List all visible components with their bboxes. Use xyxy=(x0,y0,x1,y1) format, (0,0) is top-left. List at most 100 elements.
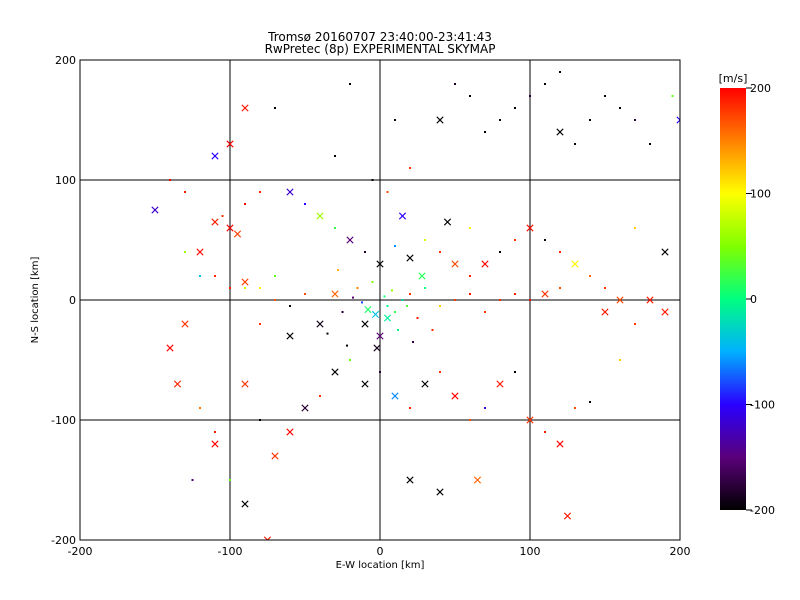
data-point-dot xyxy=(229,287,231,289)
colorbar-tick-label: -200 xyxy=(750,504,775,517)
data-point-dot xyxy=(214,431,216,433)
data-point-dot xyxy=(499,251,501,253)
data-point-x xyxy=(181,320,189,328)
data-point-x xyxy=(406,476,414,484)
data-point-x xyxy=(571,260,579,268)
data-point-x xyxy=(241,500,249,508)
data-point-x xyxy=(286,428,294,436)
data-point-x xyxy=(646,296,654,304)
data-point-x xyxy=(211,152,219,160)
data-point-dot xyxy=(604,287,606,289)
data-point-dot xyxy=(394,245,396,247)
data-point-dot xyxy=(383,295,386,298)
data-point-x xyxy=(301,404,309,412)
data-point-dot xyxy=(169,179,171,181)
data-point-dot xyxy=(394,119,396,121)
data-point-x xyxy=(556,128,564,136)
data-point-dot xyxy=(484,131,486,133)
x-tick-label: 200 xyxy=(670,545,691,558)
data-point-dot xyxy=(361,301,363,304)
data-point-dot xyxy=(484,407,486,409)
data-point-dot xyxy=(259,287,261,289)
data-point-dot xyxy=(191,479,194,481)
data-point-dot xyxy=(604,95,606,97)
data-point-dot xyxy=(274,107,276,109)
colorbar-label: [m/s] xyxy=(719,72,748,85)
data-points xyxy=(151,71,680,540)
data-point-x xyxy=(226,224,234,232)
data-point-dot xyxy=(649,143,651,145)
data-point-dot xyxy=(484,311,486,313)
data-point-x xyxy=(361,380,369,388)
data-point-x xyxy=(226,140,234,148)
data-point-x xyxy=(371,310,380,318)
data-point-x xyxy=(376,332,384,340)
data-point-dot xyxy=(346,344,348,347)
data-point-dot xyxy=(529,299,531,301)
data-point-x xyxy=(451,260,459,268)
data-point-dot xyxy=(386,191,389,193)
data-point-dot xyxy=(334,155,336,157)
data-point-x xyxy=(391,392,399,400)
data-point-dot xyxy=(589,401,591,403)
data-point-x xyxy=(383,314,392,322)
data-point-dot xyxy=(356,287,359,289)
data-point-dot xyxy=(514,293,516,295)
data-point-x xyxy=(541,290,549,298)
data-point-dot xyxy=(439,251,441,253)
chart-subtitle: RwPretec (8p) EXPERIMENTAL SKYMAP xyxy=(265,42,496,56)
axis-ticks: -200 -100 0 100 200 -200 -100 0 100 200 xyxy=(51,54,690,558)
data-point-dot xyxy=(439,305,441,307)
data-point-dot xyxy=(514,107,516,109)
data-point-x xyxy=(376,260,384,268)
data-point-dot xyxy=(431,329,434,331)
data-point-x xyxy=(166,344,174,352)
data-point-x xyxy=(331,368,339,376)
data-point-dot xyxy=(259,191,261,193)
data-point-x xyxy=(151,206,159,214)
data-point-dot xyxy=(544,83,546,85)
data-point-dot xyxy=(544,431,546,433)
data-point-dot xyxy=(289,305,291,307)
data-point-dot xyxy=(391,289,393,292)
data-point-x xyxy=(526,416,534,424)
data-point-dot xyxy=(589,119,591,121)
data-point-dot xyxy=(544,239,546,241)
grid-lines xyxy=(80,60,680,540)
data-point-dot xyxy=(274,275,276,277)
data-point-x xyxy=(286,332,294,340)
data-point-dot xyxy=(326,332,329,335)
data-point-dot xyxy=(424,239,426,241)
y-tick-label: -100 xyxy=(51,414,76,427)
data-point-x xyxy=(263,536,272,540)
data-point-dot xyxy=(671,95,674,97)
data-point-dot xyxy=(199,407,201,409)
colorbar-tick-label: 0 xyxy=(750,293,757,306)
data-point-x xyxy=(496,380,504,388)
data-point-x xyxy=(346,236,354,244)
data-point-x xyxy=(421,380,429,388)
data-point-x xyxy=(556,440,564,448)
data-point-x xyxy=(373,344,381,352)
data-point-dot xyxy=(244,203,246,205)
data-point-dot xyxy=(274,299,276,301)
data-point-dot xyxy=(589,275,591,277)
data-point-x xyxy=(331,290,339,298)
data-point-x xyxy=(661,308,669,316)
data-point-dot xyxy=(499,299,501,301)
data-point-x xyxy=(316,212,324,220)
data-point-x xyxy=(211,440,219,448)
data-point-dot xyxy=(406,305,408,307)
data-point-dot xyxy=(244,287,246,289)
data-point-dot xyxy=(499,119,501,121)
data-point-dot xyxy=(469,275,471,277)
data-point-dot xyxy=(574,407,576,409)
data-point-x xyxy=(563,512,572,520)
data-point-dot xyxy=(319,395,321,397)
data-point-x xyxy=(676,116,680,124)
data-point-dot xyxy=(371,281,374,283)
data-point-dot xyxy=(559,251,561,253)
y-tick-label: 200 xyxy=(55,54,76,67)
data-point-dot xyxy=(184,251,186,253)
data-point-dot xyxy=(424,287,426,289)
